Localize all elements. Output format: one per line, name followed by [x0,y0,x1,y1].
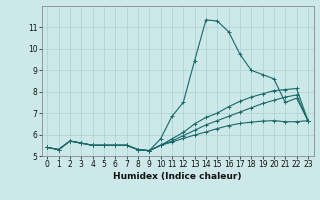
X-axis label: Humidex (Indice chaleur): Humidex (Indice chaleur) [113,172,242,181]
